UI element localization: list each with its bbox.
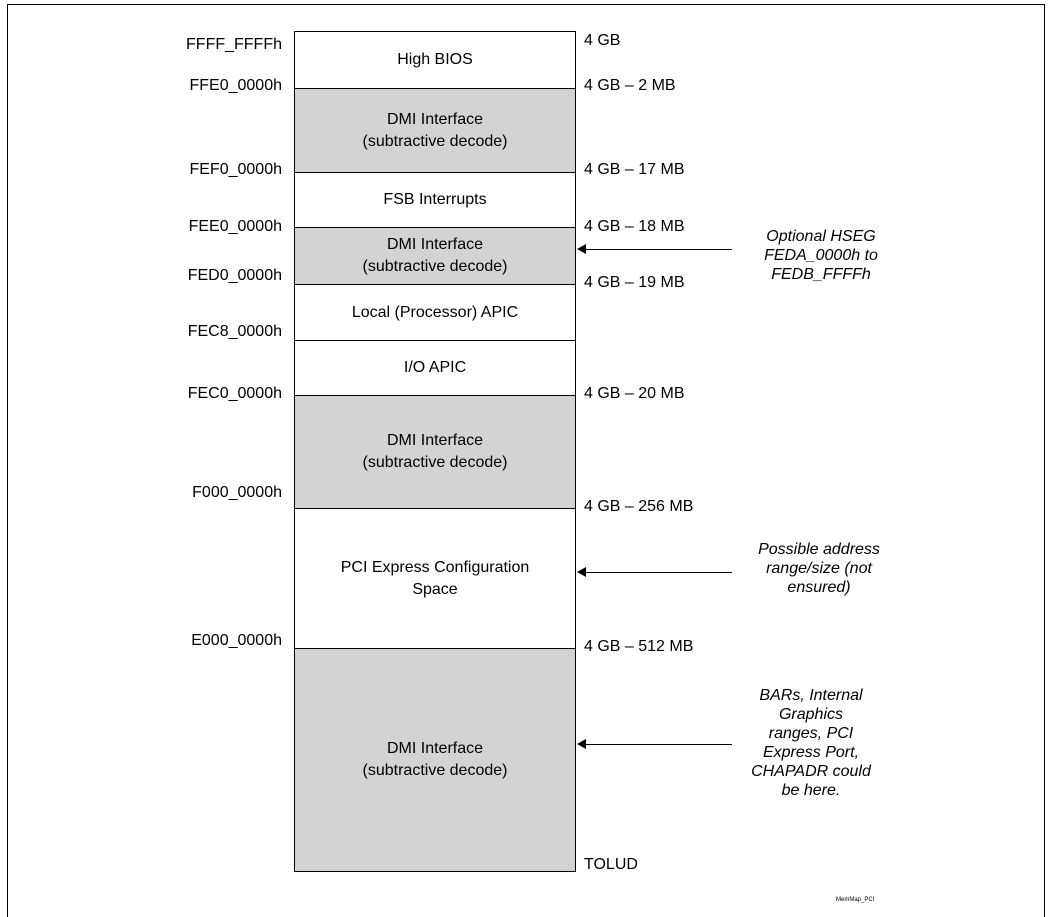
- address-label: FEF0_0000h: [189, 161, 282, 178]
- size-label: 4 GB – 18 MB: [584, 218, 685, 235]
- arrow-line: [584, 744, 732, 745]
- arrow-line: [584, 249, 732, 250]
- size-label: 4 GB – 256 MB: [584, 498, 694, 515]
- block-io-apic: I/O APIC: [294, 340, 576, 396]
- block-dmi-interface-3: DMI Interface (subtractive decode): [294, 395, 576, 509]
- arrow-head-icon: [577, 244, 586, 254]
- figure-id: MemMap_PCI: [836, 897, 875, 903]
- address-label: E000_0000h: [191, 632, 282, 649]
- size-label: 4 GB – 19 MB: [584, 274, 685, 291]
- size-label: TOLUD: [584, 856, 638, 873]
- block-dmi-interface-1: DMI Interface (subtractive decode): [294, 88, 576, 173]
- address-label: FEC8_0000h: [187, 323, 282, 340]
- block-local-apic: Local (Processor) APIC: [294, 284, 576, 341]
- size-label: 4 GB: [584, 32, 621, 49]
- address-label: FEC0_0000h: [187, 385, 282, 402]
- arrow-line: [584, 572, 732, 573]
- address-label: FFE0_0000h: [189, 77, 282, 94]
- address-label: FEE0_0000h: [188, 218, 282, 235]
- figure-frame: [7, 4, 1045, 917]
- block-dmi-interface-4: DMI Interface (subtractive decode): [294, 648, 576, 872]
- block-fsb-interrupts: FSB Interrupts: [294, 172, 576, 228]
- arrow-head-icon: [577, 567, 586, 577]
- address-label: F000_0000h: [192, 484, 282, 501]
- note-optional-hseg: Optional HSEG FEDA_0000h to FEDB_FFFFh: [764, 228, 878, 283]
- size-label: 4 GB – 17 MB: [584, 161, 685, 178]
- block-high-bios: High BIOS: [294, 31, 576, 89]
- note-bars-graphics: BARs, Internal Graphics ranges, PCI Expr…: [751, 687, 871, 799]
- arrow-head-icon: [577, 739, 586, 749]
- address-label: FED0_0000h: [187, 267, 282, 284]
- block-pci-express-config: PCI Express Configuration Space: [294, 508, 576, 649]
- address-label: FFFF_FFFFh: [186, 36, 282, 53]
- note-possible-range: Possible address range/size (not ensured…: [758, 541, 880, 596]
- size-label: 4 GB – 512 MB: [584, 638, 694, 655]
- size-label: 4 GB – 2 MB: [584, 77, 676, 94]
- size-label: 4 GB – 20 MB: [584, 385, 685, 402]
- block-dmi-interface-2: DMI Interface (subtractive decode): [294, 227, 576, 285]
